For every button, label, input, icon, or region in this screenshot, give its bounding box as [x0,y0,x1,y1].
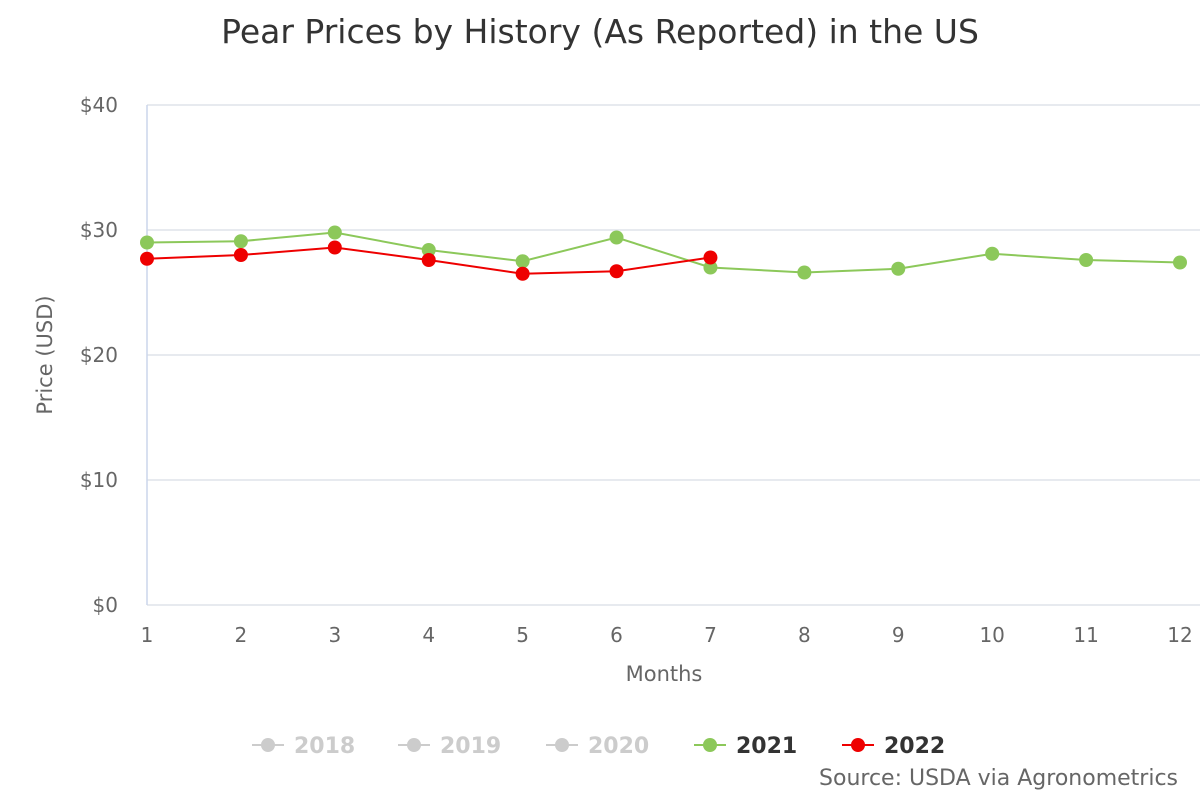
x-tick-label: 9 [892,623,905,647]
x-tick-label: 5 [516,623,529,647]
legend-label-2021: 2021 [736,734,797,759]
series-line-2021 [146,231,1181,274]
legend-marker-2018 [261,738,275,752]
legend-marker-2021 [703,738,717,752]
legend-label-2018: 2018 [294,734,355,759]
x-tick-label: 3 [328,623,341,647]
legend-label-2022: 2022 [884,734,945,759]
x-tick-label: 8 [798,623,811,647]
x-tick-label: 1 [141,623,154,647]
data-point-2021 [327,225,342,240]
x-axis-title: Months [626,662,703,686]
legend-marker-2022 [851,738,865,752]
x-tick-label: 12 [1167,623,1192,647]
legend-marker-2020 [555,738,569,752]
data-point-2021 [140,235,154,250]
source-credit: Source: USDA via Agronometrics [819,766,1178,791]
y-tick-label: $30 [80,218,118,242]
data-point-2021 [421,243,436,257]
x-tick-label: 7 [704,623,717,647]
y-tick-label: $40 [80,93,118,117]
legend-label-2019: 2019 [440,734,501,759]
data-point-2022 [703,250,718,265]
x-tick-label: 4 [422,623,435,647]
data-point-2021 [703,260,718,275]
legend-label-2020: 2020 [588,734,649,759]
x-tick-label: 2 [235,623,248,647]
data-point-2022 [515,266,530,281]
data-point-2022 [609,264,624,279]
x-tick-label: 6 [610,623,623,647]
data-point-2021 [891,261,906,276]
x-tick-label: 11 [1073,623,1098,647]
y-tick-label: $20 [80,343,118,367]
data-point-2021 [1173,255,1187,270]
y-axis-title: Price (USD) [33,295,57,414]
data-point-2021 [1079,253,1094,267]
data-point-2021 [233,234,248,249]
data-point-2021 [515,254,530,269]
y-tick-label: $0 [93,593,118,617]
data-point-2022 [233,248,248,262]
data-point-2021 [609,230,624,245]
x-tick-label: 10 [979,623,1004,647]
y-tick-label: $10 [80,468,118,492]
chart-title: Pear Prices by History (As Reported) in … [221,12,979,51]
data-point-2021 [985,246,1000,261]
data-point-2022 [140,251,154,266]
data-point-2022 [421,253,436,267]
data-point-2022 [327,240,342,255]
legend-marker-2019 [407,738,421,752]
data-point-2021 [797,265,812,280]
